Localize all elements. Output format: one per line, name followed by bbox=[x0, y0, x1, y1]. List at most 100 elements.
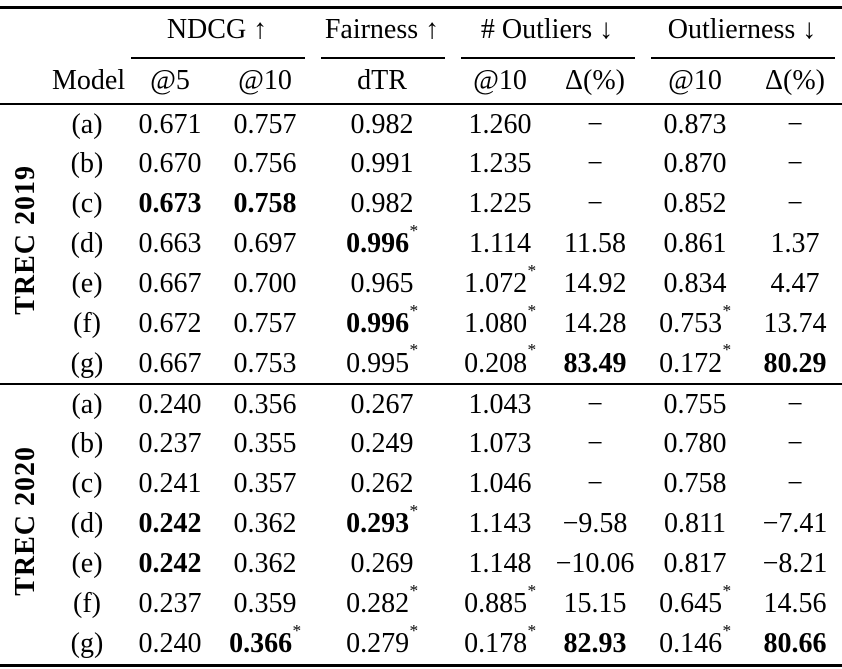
value-cell-dtr: 0.982 bbox=[312, 104, 452, 144]
value-cell-outliers-at10: 1.143 bbox=[452, 504, 548, 544]
model-cell: (e) bbox=[71, 268, 103, 299]
value-text: −9.58 bbox=[562, 508, 628, 539]
value-text: 14.56 bbox=[763, 588, 827, 619]
significance-star: * bbox=[409, 300, 419, 320]
value-cell-dtr: 0.982 bbox=[312, 184, 452, 224]
value-text: 0.811 bbox=[664, 508, 726, 539]
value-cell-ndcg-at10: 0.359 bbox=[218, 584, 312, 624]
value-cell-outlierness-at10: 0.811 bbox=[642, 504, 748, 544]
significance-star: * bbox=[527, 620, 537, 640]
value-text: 0.282 bbox=[346, 588, 410, 619]
value-cell-ndcg-at5: 0.237 bbox=[122, 424, 218, 464]
value-cell-outliers-at10: 1.043 bbox=[452, 383, 548, 424]
value-cell-outlierness-delta: 13.74 bbox=[748, 304, 842, 344]
table-row: (c) 0.241 0.357 0.262 1.046 − 0.758 − bbox=[0, 464, 842, 504]
model-cell: (d) bbox=[70, 228, 104, 259]
table-row: TREC 2020 (a) 0.240 0.356 0.267 1.043 − 0.755 − bbox=[0, 383, 842, 664]
subheader-dtr: dTR bbox=[312, 59, 452, 105]
significance-star: * bbox=[722, 580, 732, 600]
value-text: 0.269 bbox=[350, 548, 414, 579]
value-text: − bbox=[587, 468, 603, 499]
significance-star: * bbox=[527, 340, 537, 360]
value-cell-outliers-delta: − bbox=[548, 184, 642, 224]
value-text: 0.208 bbox=[464, 347, 528, 379]
group-label-fairness: Fairness ↑ bbox=[324, 14, 440, 45]
value-cell-dtr: 0.262 bbox=[312, 464, 452, 504]
value-text: 0.870 bbox=[663, 148, 727, 179]
value-cell-outliers-at10: 1.235 bbox=[452, 144, 548, 184]
value-text: 4.47 bbox=[770, 268, 820, 299]
value-text: 0.755 bbox=[663, 388, 727, 420]
value-text: 0.671 bbox=[138, 108, 202, 140]
value-text: − bbox=[787, 108, 803, 140]
value-cell-outliers-delta: −10.06 bbox=[548, 544, 642, 584]
value-cell-ndcg-at5: 0.240 bbox=[122, 624, 218, 664]
value-text: − bbox=[787, 428, 803, 459]
value-cell-dtr: 0.965 bbox=[312, 264, 452, 304]
value-text: 0.834 bbox=[663, 268, 727, 299]
results-table-wrapper: NDCG ↑ Fairness ↑ # Outliers ↓ Outlierne… bbox=[0, 6, 842, 667]
value-cell-outliers-delta: 14.92 bbox=[548, 264, 642, 304]
value-text: 0.237 bbox=[138, 588, 202, 619]
value-text: 0.241 bbox=[138, 468, 202, 499]
value-cell-ndcg-at5: 0.667 bbox=[122, 344, 218, 384]
model-cell: (g) bbox=[70, 628, 104, 659]
value-text: 0.356 bbox=[233, 388, 297, 420]
significance-star: * bbox=[527, 580, 537, 600]
value-cell-outlierness-at10: 0.146* bbox=[642, 621, 748, 664]
value-cell-outliers-at10: 1.225 bbox=[452, 184, 548, 224]
value-text: 0.996 bbox=[346, 228, 410, 259]
value-text: 0.991 bbox=[350, 148, 414, 179]
model-cell: (b) bbox=[70, 428, 104, 459]
table-row: (d) 0.663 0.697 0.996* 1.114 11.58 0.861 1.37 bbox=[0, 221, 842, 264]
value-cell-dtr: 0.995* bbox=[312, 341, 452, 384]
value-text: − bbox=[787, 148, 803, 179]
value-cell-ndcg-at5: 0.673 bbox=[122, 184, 218, 224]
value-text: 1.046 bbox=[468, 468, 532, 499]
value-text: − bbox=[587, 148, 603, 179]
value-cell-ndcg-at5: 0.242 bbox=[122, 544, 218, 584]
value-text: 0.758 bbox=[233, 188, 297, 219]
table-row: (b) 0.237 0.355 0.249 1.073 − 0.780 − bbox=[0, 424, 842, 464]
value-cell-outliers-delta: 15.15 bbox=[548, 584, 642, 624]
table-row: (b) 0.670 0.756 0.991 1.235 − 0.870 − bbox=[0, 144, 842, 184]
value-cell-outlierness-delta: − bbox=[748, 184, 842, 224]
table-body: TREC 2019 (a) 0.671 0.757 0.982 1.260−0.873−(… bbox=[0, 104, 842, 664]
value-text: 1.260 bbox=[468, 108, 532, 140]
sub-header-row: Model @5 @10 dTR @10 Δ(%) @10 Δ(%) bbox=[0, 59, 842, 105]
value-text: 15.15 bbox=[563, 588, 627, 619]
value-text: 13.74 bbox=[763, 308, 827, 339]
value-text: 80.29 bbox=[763, 347, 827, 379]
section-label-cell: TREC 2019 bbox=[0, 104, 52, 384]
value-cell-ndcg-at10: 0.362 bbox=[218, 504, 312, 544]
value-cell-ndcg-at5: 0.672 bbox=[122, 304, 218, 344]
value-cell-ndcg-at10: 0.758 bbox=[218, 184, 312, 224]
value-cell-outliers-delta: − bbox=[548, 383, 642, 424]
value-cell-outlierness-at10: 0.758 bbox=[642, 464, 748, 504]
value-text: 0.753 bbox=[233, 347, 297, 379]
value-cell-dtr: 0.996* bbox=[312, 300, 452, 344]
value-text: 0.780 bbox=[663, 428, 727, 459]
value-text: 0.240 bbox=[138, 628, 202, 659]
value-cell-outlierness-delta: −8.21 bbox=[748, 544, 842, 584]
value-cell-ndcg-at10: 0.757 bbox=[218, 104, 312, 144]
value-text: 0.996 bbox=[346, 308, 410, 339]
significance-star: * bbox=[292, 620, 302, 640]
significance-star: * bbox=[409, 620, 419, 640]
group-label-ndcg: NDCG ↑ bbox=[166, 14, 268, 45]
value-text: − bbox=[587, 108, 603, 140]
subheader-outliers-at10: @10 bbox=[452, 59, 548, 105]
group-header-fairness: Fairness ↑ bbox=[312, 9, 452, 59]
value-cell-dtr: 0.282* bbox=[312, 581, 452, 624]
group-header-row: NDCG ↑ Fairness ↑ # Outliers ↓ Outlierne… bbox=[0, 9, 842, 59]
value-text: −8.21 bbox=[762, 548, 828, 579]
value-text: 0.262 bbox=[350, 468, 414, 499]
value-cell-outliers-at10: 1.080* bbox=[452, 301, 548, 344]
value-cell-outlierness-delta: − bbox=[748, 464, 842, 504]
value-text: 0.885 bbox=[464, 588, 528, 619]
section-label-cell: TREC 2020 bbox=[0, 383, 52, 664]
value-cell-ndcg-at10: 0.366* bbox=[218, 620, 312, 664]
value-cell-outliers-at10: 0.178* bbox=[452, 620, 548, 664]
value-cell-ndcg-at10: 0.697 bbox=[218, 224, 312, 264]
value-cell-outlierness-at10: 0.645* bbox=[642, 580, 748, 624]
